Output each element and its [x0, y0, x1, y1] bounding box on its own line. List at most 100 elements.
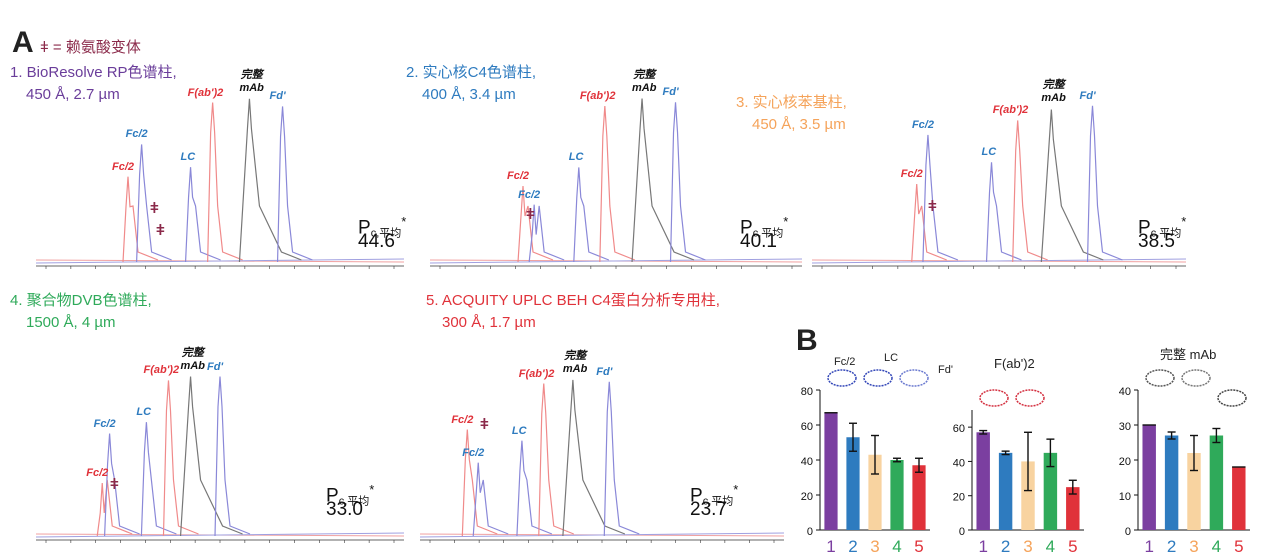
chromatogram-title: 4. 聚合物DVB色谱柱,: [10, 292, 152, 309]
chromatogram-plot-2: [429, 98, 803, 269]
structure-label: LC: [884, 352, 899, 364]
y-tick-label: 80: [801, 386, 813, 398]
lysine-variant-marker: ǂ: [526, 206, 535, 223]
category-label: 1: [826, 537, 835, 556]
chromatogram-subtitle: 400 Å, 3.4 µm: [422, 86, 516, 103]
peak-label: Fc/2: [462, 446, 485, 459]
y-tick-label: 60: [953, 423, 965, 435]
peak-trace: [461, 429, 498, 537]
peak-trace: [922, 134, 959, 263]
panel-b-label: B: [796, 324, 818, 357]
bar: [890, 460, 904, 530]
pc-average-label: Pc,平均*: [326, 482, 375, 508]
peak-label: LC: [511, 424, 527, 437]
protein-structure-icon: [827, 369, 857, 387]
baseline-blue-trace: [35, 532, 405, 538]
peak-trace: [1086, 105, 1123, 263]
bar-chart-plot-1: 0 20 40 60 80 1 2 3 4 5: [801, 369, 930, 556]
bar-chart-plot-2: 0 20 40 60 1 2 3 4 5: [953, 389, 1084, 556]
pc-average-label: Pc,平均*: [358, 214, 407, 240]
peak-label: Fd': [662, 86, 679, 99]
y-tick-label: 40: [1119, 386, 1131, 398]
bar: [1232, 467, 1246, 530]
chromatogram-subtitle: 300 Å, 1.7 µm: [442, 314, 536, 331]
bar: [1021, 461, 1035, 530]
peak-label: Fd': [269, 90, 286, 103]
y-tick-label: 20: [953, 492, 965, 504]
peak-trace: [516, 440, 553, 537]
peak-trace: [207, 102, 243, 263]
peak-trace: [985, 162, 1022, 263]
category-label: 5: [914, 537, 923, 556]
bar: [824, 412, 838, 530]
peak-trace: [538, 383, 574, 537]
peak-trace: [140, 422, 177, 537]
peak-label: Fc/2: [93, 417, 116, 430]
bar: [1142, 425, 1156, 530]
y-tick-label: 10: [1119, 491, 1131, 503]
peak-label: 完整 mAb: [1041, 79, 1066, 105]
peak-label: 完整 mAb: [180, 346, 205, 372]
peak-label: Fc/2: [86, 467, 109, 479]
peak-trace: [104, 433, 140, 537]
lysine-variant-marker: ǂ: [156, 222, 165, 239]
protein-structure-icon: [1145, 369, 1175, 387]
peak-trace: [214, 376, 251, 537]
peak-label: Fd': [1079, 89, 1096, 102]
category-label: 2: [1167, 537, 1176, 556]
peak-trace: [96, 479, 133, 537]
pc-average-value: 23.7: [690, 499, 727, 520]
chromatogram-plot-4: [35, 376, 405, 543]
peak-trace: [276, 106, 313, 263]
bar: [1043, 452, 1058, 530]
peak-trace: [238, 98, 302, 263]
chromatogram-subtitle: 450 Å, 2.7 µm: [26, 86, 120, 103]
variant-legend: ǂ = 赖氨酸变体: [40, 39, 141, 56]
peak-label: Fc/2: [451, 413, 474, 426]
peak-label: F(ab')2: [143, 364, 180, 377]
panel-a-label: A: [12, 26, 34, 59]
peak-label: F(ab')2: [518, 367, 555, 380]
peak-trace: [472, 462, 509, 537]
peak-label: F(ab')2: [187, 86, 224, 99]
chromatogram-plot-5: [419, 379, 785, 543]
baseline-blue-trace: [429, 258, 803, 264]
y-tick-label: 60: [801, 421, 813, 433]
peak-label: Fc/2: [900, 168, 923, 181]
protein-structure-icon: [899, 369, 929, 387]
category-label: 1: [978, 537, 987, 556]
pc-average-label: Pc,平均*: [1138, 214, 1187, 240]
category-label: 4: [1212, 537, 1221, 556]
bar: [912, 465, 926, 530]
peak-trace: [911, 184, 947, 263]
lysine-variant-marker: ǂ: [480, 416, 489, 433]
chromatogram-title: 3. 实心核苯基柱,: [736, 94, 847, 111]
peak-label: Fc/2: [507, 170, 530, 183]
bar-chart-title: 完整 mAb: [1160, 347, 1217, 362]
bar: [1209, 435, 1224, 530]
peak-trace: [631, 98, 695, 263]
peak-label: LC: [981, 146, 997, 159]
y-tick-label: 40: [801, 456, 813, 468]
peak-label: LC: [180, 151, 196, 164]
structure-label: Fd': [938, 364, 953, 376]
chromatogram-plot-3: [811, 105, 1187, 269]
peak-label: F(ab')2: [579, 90, 616, 103]
peak-trace: [162, 380, 199, 537]
pc-average-value: 38.5: [1138, 231, 1175, 252]
protein-structure-icon: [1181, 369, 1211, 387]
peak-trace: [562, 379, 626, 537]
bar: [976, 432, 990, 530]
peak-label: Fd': [207, 360, 224, 373]
chromatogram-subtitle: 1500 Å, 4 µm: [26, 314, 116, 331]
chromatogram-title: 2. 实心核C4色谱柱,: [406, 64, 537, 81]
protein-structure-icon: [1217, 389, 1247, 407]
chromatogram-plot-1: [35, 98, 405, 269]
baseline-blue-trace: [35, 258, 405, 264]
category-label: 5: [1234, 537, 1243, 556]
bar-chart-plot-3: 0 10 20 30 40 1 2 3 4 5: [1119, 369, 1250, 556]
peak-label: Fd': [596, 365, 613, 378]
bar: [1164, 435, 1179, 530]
category-label: 2: [1001, 537, 1010, 556]
